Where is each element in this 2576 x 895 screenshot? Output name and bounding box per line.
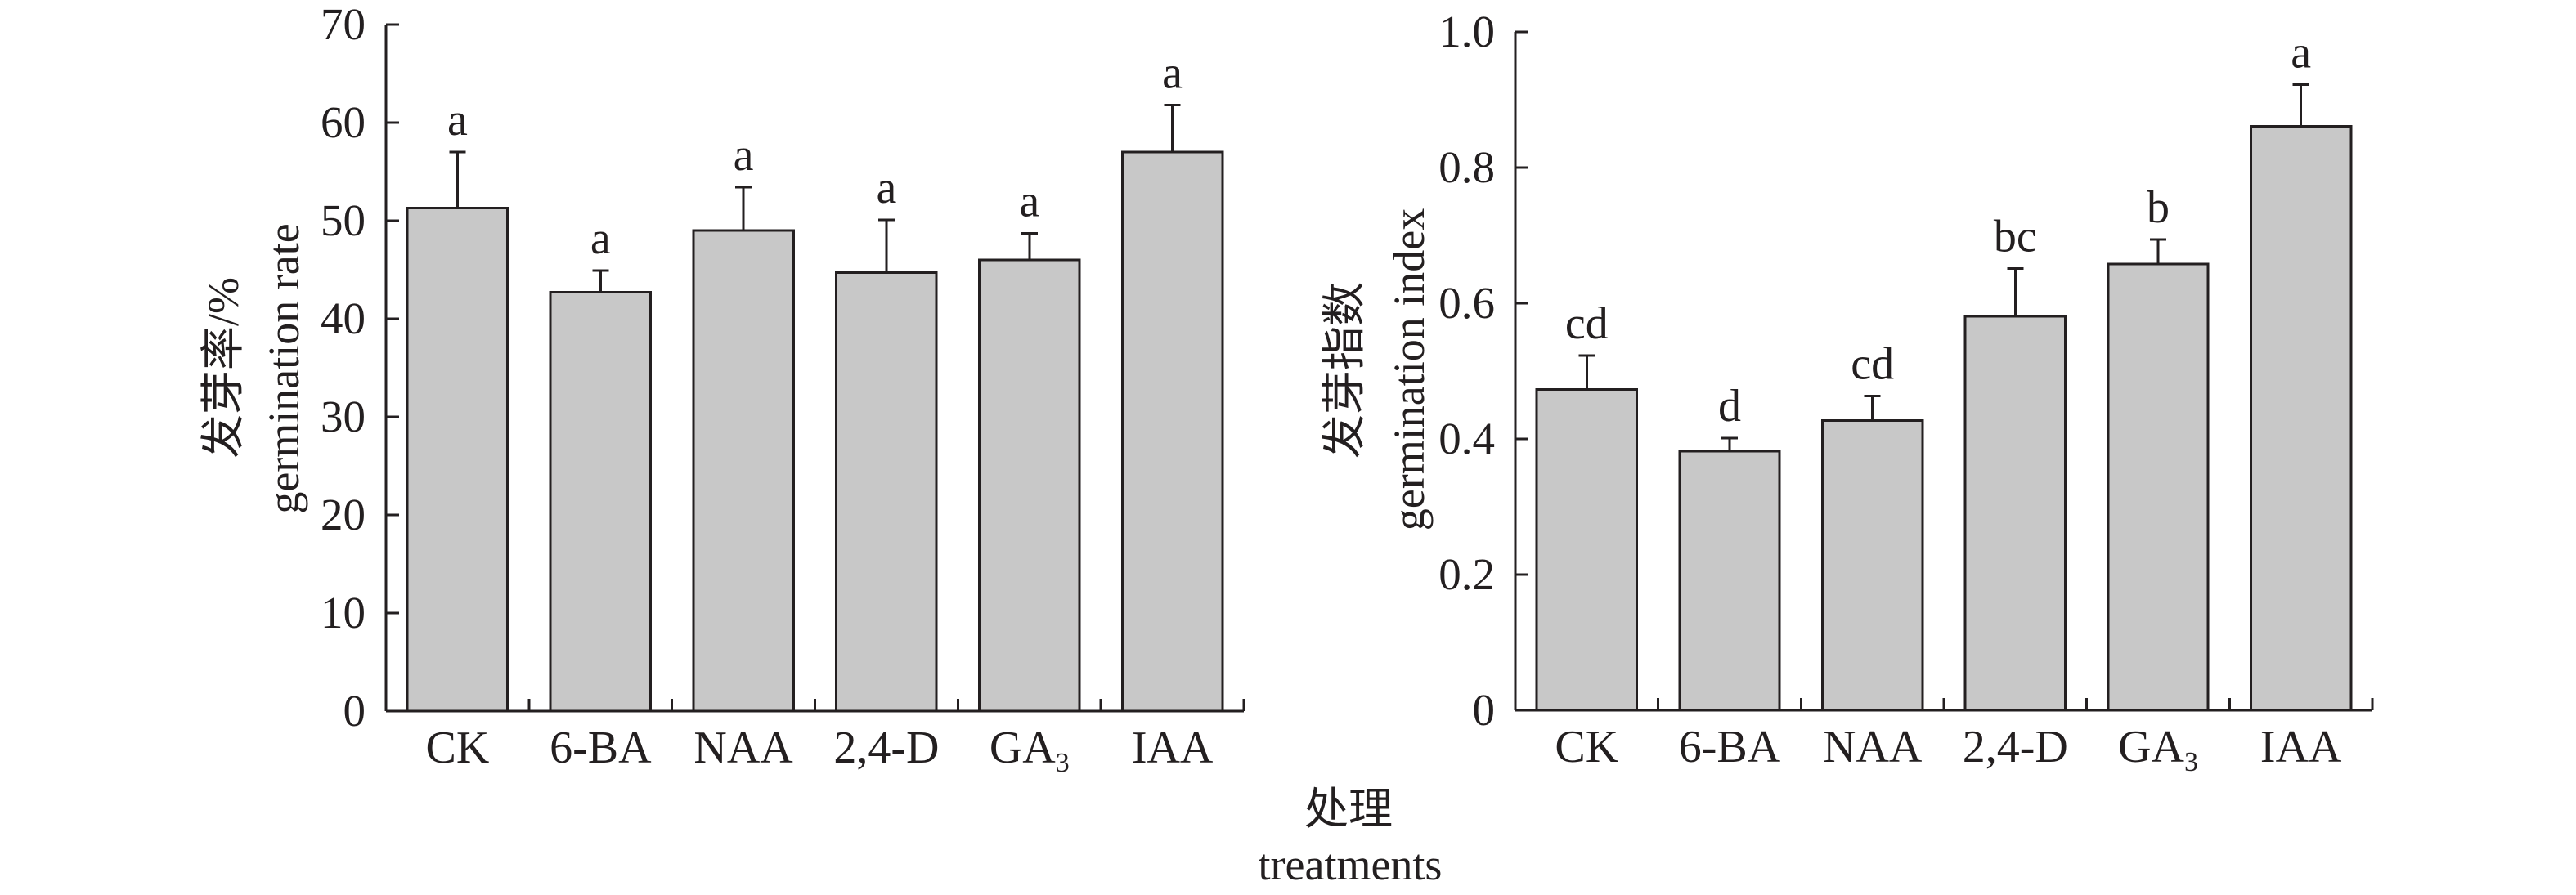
x-tick-label-subscript: 3 [1056,748,1070,778]
chart-germination-index: 发芽指数 germination index cd CK d 6-BA cd NAA bc 2… [1320,7,2374,777]
x-tick-label-text: CK [1555,722,1618,772]
error-bar [877,218,895,273]
significance-letter: cd [1565,298,1609,349]
x-tick-label: IAA [1132,723,1214,773]
y-tick-label: 1.0 [1438,7,1495,56]
bar-2-4-d [835,271,938,713]
error-bar [449,150,466,208]
y-tick-label: 0.8 [1438,142,1495,192]
y-tick-label: 20 [321,490,366,539]
bar-ga3 [978,258,1081,713]
x-tick-label: GA3 [2118,722,2198,777]
y-tick-label: 40 [321,293,366,343]
y-tick-label: 10 [321,588,366,638]
significance-letter: bc [1994,212,2037,262]
significance-letter: cd [1851,339,1894,390]
x-tick-label-text: 6-BA [1679,722,1781,772]
x-tick-label: NAA [693,723,793,773]
y-axis-title-zh: 发芽指数 [1320,282,1369,459]
x-tick-label-text: 6-BA [550,723,652,773]
y-tick-label: 0.6 [1438,278,1495,328]
x-tick-label-text: NAA [1823,722,1923,772]
significance-letter: a [1162,47,1183,98]
y-tick-label: 70 [321,0,366,49]
y-axis-title-zh: 发芽率/% [199,277,248,459]
error-bar [1578,354,1595,390]
chart-germination-rate: 发芽率/% germination rate a CK a 6-BA a NAA a 2,4-… [199,0,1245,778]
significance-letter: a [447,95,468,145]
x-axis-title-en: treatments [1259,840,1443,889]
x-tick-label: GA3 [990,723,1070,778]
bar-naa [692,229,795,713]
significance-letter: b [2147,182,2170,233]
error-bar [2150,238,2166,264]
x-tick-label-text: 2,4-D [833,723,939,773]
error-bar [592,269,609,293]
x-tick-label: CK [426,723,490,773]
y-tick-label: 0.4 [1438,414,1495,463]
x-tick-label-text: 2,4-D [1963,722,2068,772]
x-tick-label: 2,4-D [1963,722,2068,772]
error-bar [1164,103,1181,152]
y-axis-title-en: germination index [1384,208,1434,530]
x-tick-label-text: GA [990,723,1056,773]
y-tick-label: 0 [343,686,366,736]
x-tick-label: IAA [2260,722,2342,772]
x-tick-label: CK [1555,722,1618,772]
bar-iaa [1120,150,1224,713]
error-bar [2007,267,2024,316]
y-tick-label: 0.2 [1438,549,1495,599]
y-tick-label: 0 [1473,685,1496,735]
bar-iaa [2250,124,2353,712]
error-bar [735,186,752,230]
significance-letter: a [876,163,896,213]
significance-letter: a [734,130,754,181]
x-axis-title-zh: 处理 [1304,785,1393,834]
y-tick-label: 50 [321,195,366,245]
bar-2-4-d [1963,315,2067,712]
x-tick-label: 6-BA [550,723,652,773]
significance-letter: a [2291,28,2311,78]
bar-ck [406,206,509,713]
y-tick-label: 30 [321,392,366,441]
error-bar [1721,436,1738,451]
x-tick-label-text: IAA [1132,723,1214,773]
x-tick-label: NAA [1823,722,1923,772]
x-tick-label-text: IAA [2260,722,2342,772]
error-bar [2292,83,2309,127]
bar-6-ba [549,291,652,713]
x-tick-label: 2,4-D [833,723,939,773]
x-tick-label-text: NAA [693,723,793,773]
x-tick-label-subscript: 3 [2184,747,2198,777]
y-axis-title-en: germination rate [259,223,308,513]
x-tick-label-text: CK [426,723,490,773]
significance-letter: a [590,213,611,264]
shared-x-axis-title: 处理 treatments [1259,785,1443,889]
bar-naa [1821,419,1924,712]
significance-letter: d [1718,381,1741,432]
bar-ck [1535,387,1638,712]
error-bar [1864,395,1881,421]
error-bar [1021,232,1038,260]
y-tick-label: 60 [321,97,366,147]
significance-letter: a [1019,177,1039,227]
bar-ga3 [2107,262,2210,712]
x-tick-label-text: GA [2118,722,2184,772]
x-tick-label: 6-BA [1679,722,1781,772]
bar-6-ba [1678,450,1781,712]
